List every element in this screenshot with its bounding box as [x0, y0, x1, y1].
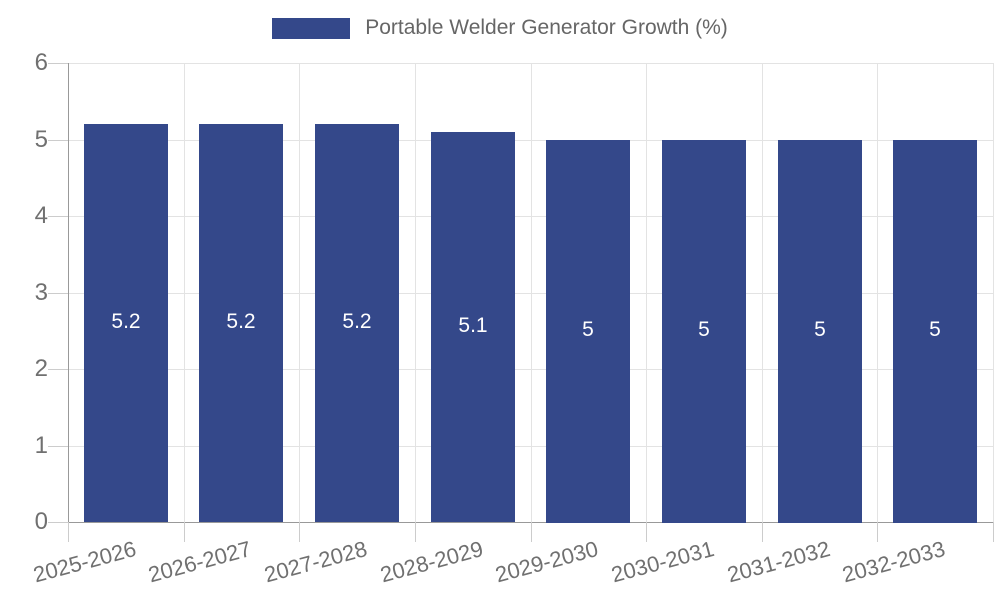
v-gridline	[299, 63, 300, 522]
y-axis-tick-label: 0	[34, 508, 48, 535]
bar[interactable]	[315, 124, 399, 522]
bar-value-label: 5	[814, 318, 826, 341]
v-gridline	[531, 63, 532, 522]
legend-swatch-icon	[272, 17, 351, 39]
bar-value-label: 5.2	[342, 310, 372, 333]
bar[interactable]	[431, 132, 515, 522]
x-axis-tick	[299, 522, 300, 542]
x-axis-tick	[531, 522, 532, 542]
x-axis-tick	[415, 522, 416, 542]
x-axis-label: 2025-2026	[30, 536, 139, 588]
bar-value-label: 5.1	[458, 314, 488, 337]
h-gridline	[68, 216, 993, 217]
x-axis-label: 2028-2029	[377, 536, 486, 588]
v-gridline	[877, 63, 878, 522]
h-gridline	[68, 140, 993, 141]
x-axis-label: 2029-2030	[492, 536, 601, 588]
v-gridline	[762, 63, 763, 522]
v-gridline	[646, 63, 647, 522]
bar[interactable]	[778, 140, 862, 523]
bar[interactable]	[893, 140, 977, 523]
v-gridline	[993, 63, 994, 522]
bar[interactable]	[546, 140, 630, 523]
x-axis-line	[68, 522, 993, 523]
bar-value-label: 5.2	[111, 310, 141, 333]
x-axis-label: 2030-2031	[608, 536, 717, 588]
y-axis-tick-label: 5	[34, 126, 48, 153]
bar-value-label: 5	[698, 318, 710, 341]
x-axis-label: 2031-2032	[724, 536, 833, 588]
x-axis-label: 2032-2033	[839, 536, 948, 588]
y-axis-tick-label: 6	[34, 49, 48, 76]
h-gridline	[68, 446, 993, 447]
y-axis-tick	[48, 369, 68, 370]
y-axis-tick-label: 1	[34, 432, 48, 459]
x-axis-tick	[993, 522, 994, 542]
x-axis-tick	[762, 522, 763, 542]
h-gridline	[68, 369, 993, 370]
legend-label: Portable Welder Generator Growth (%)	[365, 16, 728, 39]
x-axis-tick	[184, 522, 185, 542]
bar[interactable]	[84, 124, 168, 522]
legend[interactable]: Portable Welder Generator Growth (%)	[0, 16, 1000, 40]
y-axis-tick-label: 3	[34, 279, 48, 306]
x-axis-tick	[68, 522, 69, 542]
bar[interactable]	[662, 140, 746, 523]
y-axis-tick-label: 2	[34, 355, 48, 382]
y-axis-tick	[48, 293, 68, 294]
x-axis-label: 2026-2027	[145, 536, 254, 588]
x-axis-label: 2027-2028	[261, 536, 370, 588]
v-gridline	[415, 63, 416, 522]
h-gridline	[68, 63, 993, 64]
bar[interactable]	[199, 124, 283, 522]
y-axis-tick-label: 4	[34, 202, 48, 229]
y-axis-tick	[48, 140, 68, 141]
v-gridline	[184, 63, 185, 522]
x-axis-tick	[646, 522, 647, 542]
x-axis-tick	[877, 522, 878, 542]
y-axis-tick	[48, 446, 68, 447]
bar-value-label: 5.2	[226, 310, 256, 333]
bar-value-label: 5	[582, 318, 594, 341]
y-axis-tick	[48, 216, 68, 217]
h-gridline	[68, 293, 993, 294]
y-axis-tick	[48, 63, 68, 64]
y-axis-tick	[48, 522, 68, 523]
bar-value-label: 5	[929, 318, 941, 341]
y-axis-line	[68, 63, 69, 522]
